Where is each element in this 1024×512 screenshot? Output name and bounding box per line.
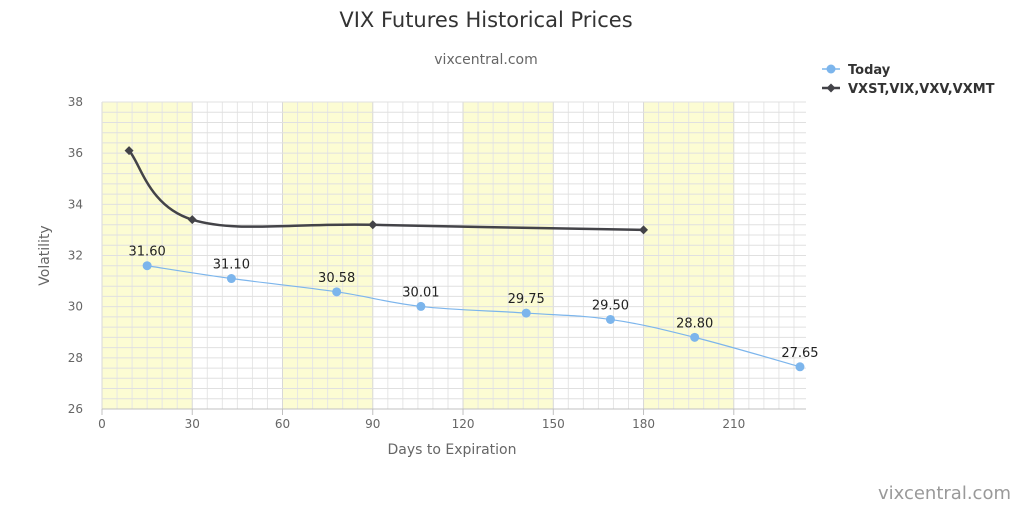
x-tick-label: 90 — [365, 417, 380, 431]
point-marker-1-3 — [639, 225, 649, 235]
x-tick-label: 210 — [722, 417, 745, 431]
chart-series-marks — [124, 146, 805, 372]
data-label-0-2: 30.58 — [318, 271, 355, 286]
chart-title: VIX Futures Historical Prices — [339, 8, 633, 32]
credit-link[interactable]: vixcentral.com — [877, 483, 1011, 504]
point-marker-0-3 — [416, 301, 426, 311]
legend-marker-1 — [826, 83, 836, 93]
y-tick-label: 32 — [68, 249, 83, 263]
point-marker-0-4 — [521, 308, 531, 318]
data-label-0-7: 27.65 — [781, 346, 818, 361]
chart-axes: 0 30 60 90 120 150 180 210 26 28 30 32 34 36 38 Days to… — [37, 95, 806, 458]
data-label-0-3: 30.01 — [402, 285, 439, 300]
y-axis-title: Volatility — [37, 225, 53, 285]
series-line-0 — [147, 265, 801, 368]
x-tick-label: 60 — [275, 417, 290, 431]
data-label-0-4: 29.75 — [508, 292, 545, 307]
point-marker-0-2 — [332, 287, 342, 297]
legend-entry-1[interactable]: VXST,VIX,VXV,VXMT — [848, 82, 995, 97]
data-label-0-5: 29.50 — [592, 298, 629, 313]
x-tick-label: 150 — [542, 417, 565, 431]
y-tick-label: 26 — [68, 402, 83, 416]
y-tick-label: 34 — [68, 197, 83, 211]
y-tick-label: 36 — [68, 146, 83, 160]
y-tick-label: 38 — [68, 95, 83, 109]
point-marker-0-7 — [795, 362, 805, 372]
x-tick-label: 30 — [185, 417, 200, 431]
point-marker-1-2 — [368, 220, 378, 230]
point-marker-1-1 — [187, 215, 197, 225]
chart-series-lines — [128, 149, 801, 368]
data-label-0-0: 31.60 — [129, 245, 166, 260]
x-tick-label: 0 — [98, 417, 106, 431]
y-tick-label: 28 — [68, 351, 83, 365]
chart-data-labels: 31.60 31.10 30.58 30.01 29.75 29.50 28.80 27.65 — [129, 245, 819, 361]
point-marker-1-0 — [124, 146, 134, 156]
y-tick-label: 30 — [68, 300, 83, 314]
point-marker-0-6 — [690, 332, 700, 342]
x-tick-label: 180 — [632, 417, 655, 431]
legend-marker-0 — [826, 64, 836, 74]
point-marker-0-0 — [142, 261, 152, 271]
x-tick-label: 120 — [452, 417, 475, 431]
chart-legend: Today VXST,VIX,VXV,VXMT — [822, 63, 995, 97]
point-marker-0-1 — [226, 274, 236, 284]
series-line-1 — [128, 149, 644, 232]
legend-entry-0[interactable]: Today — [848, 63, 891, 78]
data-label-0-1: 31.10 — [213, 258, 250, 273]
data-label-0-6: 28.80 — [676, 316, 713, 331]
point-marker-0-5 — [605, 314, 615, 324]
x-axis-title: Days to Expiration — [388, 442, 517, 458]
chart-subtitle: vixcentral.com — [434, 52, 538, 68]
